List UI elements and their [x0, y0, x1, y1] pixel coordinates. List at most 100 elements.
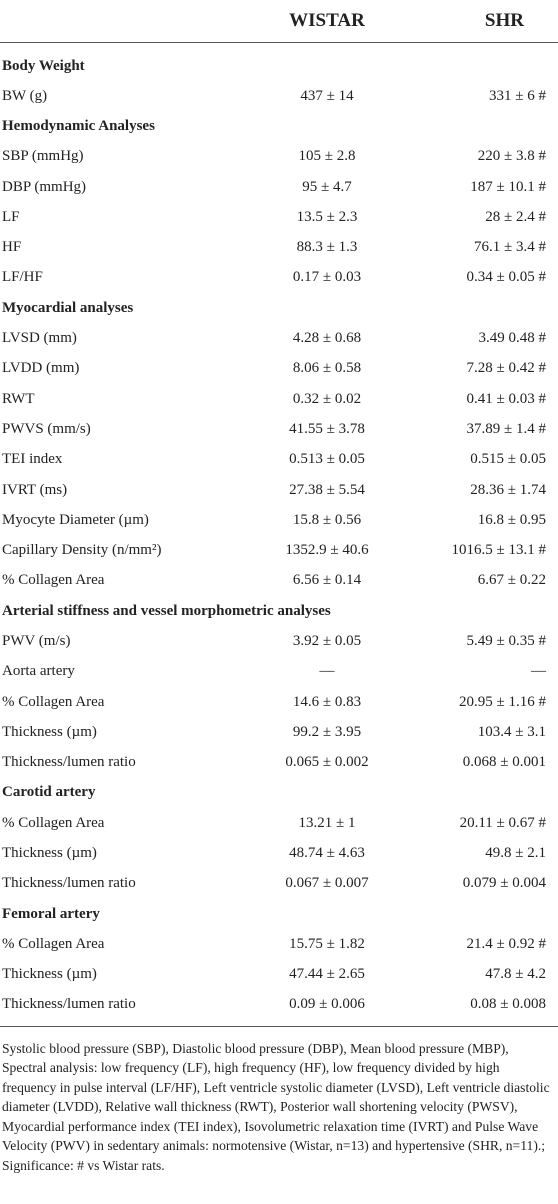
- section-header-row: Body Weight: [0, 43, 558, 82]
- shr-value: [400, 596, 558, 626]
- wistar-value: 95 ± 4.7: [302, 178, 352, 195]
- section-header-row: Femoral artery: [0, 899, 558, 929]
- wistar-value: 437 ± 14: [300, 87, 354, 104]
- wistar-value: 15.8 ± 0.56: [292, 511, 362, 528]
- shr-value: 3.49 0.48 #: [478, 330, 547, 347]
- section-title: Arterial stiffness and vessel morphometr…: [2, 602, 331, 619]
- shr-value: 20.11 ± 0.67 #: [459, 814, 546, 831]
- row-label: % Collagen Area: [2, 572, 105, 589]
- table-row: TEI index 0.513 ± 0.05 0.515 ± 0.05: [0, 445, 558, 475]
- wistar-value: —: [319, 663, 335, 680]
- row-label: LVDD (mm): [2, 360, 80, 377]
- row-label: % Collagen Area: [2, 814, 105, 831]
- shr-value: 220 ± 3.8 #: [477, 148, 546, 165]
- wistar-value: 0.32 ± 0.02: [292, 390, 362, 407]
- row-label: DBP (mmHg): [2, 178, 87, 195]
- wistar-value: [254, 778, 400, 808]
- section-title: Body Weight: [2, 57, 85, 74]
- wistar-value: 47.44 ± 2.65: [289, 966, 365, 983]
- wistar-value: 0.09 ± 0.006: [254, 989, 400, 1027]
- row-label: Thickness/lumen ratio: [2, 875, 136, 892]
- shr-value: [400, 778, 558, 808]
- table-row: % Collagen Area 13.21 ± 1 20.11 ± 0.67 #: [0, 808, 558, 838]
- table-row: DBP (mmHg) 95 ± 4.7 187 ± 10.1 #: [0, 172, 558, 202]
- wistar-value: 88.3 ± 1.3: [296, 239, 358, 256]
- shr-value: 28.36 ± 1.74: [470, 481, 546, 498]
- table-row: % Collagen Area 15.75 ± 1.82 21.4 ± 0.92 #: [0, 929, 558, 959]
- wistar-value: 13.5 ± 2.3: [296, 208, 358, 225]
- section-header-row: Hemodynamic Analyses: [0, 111, 558, 141]
- shr-value: 49.8 ± 2.1: [485, 845, 546, 862]
- shr-value: 6.67 ± 0.22: [477, 572, 546, 589]
- table-row: LVDD (mm) 8.06 ± 0.58 7.28 ± 0.42 #: [0, 354, 558, 384]
- table-row: % Collagen Area 14.6 ± 0.83 20.95 ± 1.16 #: [0, 687, 558, 717]
- shr-value: [400, 293, 558, 323]
- table-row: LVSD (mm) 4.28 ± 0.68 3.49 0.48 #: [0, 323, 558, 353]
- row-label: TEI index: [2, 451, 63, 468]
- shr-value: 0.08 ± 0.008: [400, 989, 558, 1027]
- table-row: % Collagen Area 6.56 ± 0.14 6.67 ± 0.22: [0, 566, 558, 596]
- row-label: Thickness (µm): [2, 966, 97, 983]
- table-row: RWT 0.32 ± 0.02 0.41 ± 0.03 #: [0, 384, 558, 414]
- shr-value: 331 ± 6 #: [489, 87, 546, 104]
- wistar-value: 13.21 ± 1: [298, 814, 356, 831]
- table-row: Thickness (µm) 47.44 ± 2.65 47.8 ± 4.2: [0, 960, 558, 990]
- wistar-value: 3.92 ± 0.05: [292, 632, 362, 649]
- row-label: Aorta artery: [2, 663, 75, 680]
- wistar-value: 27.38 ± 5.54: [289, 481, 365, 498]
- comparison-table: WISTAR SHR Body Weight BW (g) 437 ± 14 331 …: [0, 0, 558, 1027]
- table-row: Myocyte Diameter (µm) 15.8 ± 0.56 16.8 ± 0…: [0, 505, 558, 535]
- table-row: Thickness/lumen ratio 0.067 ± 0.007 0.079 …: [0, 869, 558, 899]
- shr-value: [400, 43, 558, 82]
- header-parameter: [0, 0, 254, 43]
- wistar-value: 14.6 ± 0.83: [292, 693, 362, 710]
- table-row: Aorta artery — —: [0, 657, 558, 687]
- row-label: % Collagen Area: [2, 693, 105, 710]
- section-title: Carotid artery: [2, 784, 96, 801]
- shr-value: 1016.5 ± 13.1 #: [451, 542, 546, 559]
- header-wistar: WISTAR: [254, 0, 400, 43]
- shr-value: —: [531, 663, 546, 680]
- table-row: Thickness (µm) 48.74 ± 4.63 49.8 ± 2.1: [0, 838, 558, 868]
- row-label: IVRT (ms): [2, 481, 68, 498]
- row-label: PWV (m/s): [2, 632, 71, 649]
- table-row: Thickness/lumen ratio 0.065 ± 0.002 0.068 …: [0, 748, 558, 778]
- table-row: PWV (m/s) 3.92 ± 0.05 5.49 ± 0.35 #: [0, 626, 558, 656]
- row-label: Thickness (µm): [2, 845, 97, 862]
- row-label: PWVS (mm/s): [2, 420, 91, 437]
- shr-value: 0.34 ± 0.05 #: [466, 269, 546, 286]
- shr-value: 0.079 ± 0.004: [462, 875, 546, 892]
- section-title: Myocardial analyses: [2, 299, 134, 316]
- wistar-value: 0.065 ± 0.002: [285, 754, 369, 771]
- section-header-row: Arterial stiffness and vessel morphometr…: [0, 596, 558, 626]
- table-footnote: Systolic blood pressure (SBP), Diastolic…: [2, 1040, 550, 1173]
- shr-value: 187 ± 10.1 #: [470, 178, 546, 195]
- wistar-value: 15.75 ± 1.82: [289, 935, 365, 952]
- wistar-value: 105 ± 2.8: [298, 148, 356, 165]
- shr-value: 7.28 ± 0.42 #: [466, 360, 546, 377]
- table-row: SBP (mmHg) 105 ± 2.8 220 ± 3.8 #: [0, 142, 558, 172]
- row-label: LF/HF: [2, 269, 43, 286]
- wistar-value: 0.17 ± 0.03: [292, 269, 362, 286]
- shr-value: 28 ± 2.4 #: [485, 208, 546, 225]
- table-row: LF 13.5 ± 2.3 28 ± 2.4 #: [0, 202, 558, 232]
- shr-value: [400, 111, 558, 141]
- shr-value: [400, 899, 558, 929]
- row-label: Thickness (µm): [2, 723, 97, 740]
- table-row: HF 88.3 ± 1.3 76.1 ± 3.4 #: [0, 232, 558, 262]
- table-row: Thickness/lumen ratio 0.09 ± 0.006 0.08 ± …: [0, 989, 558, 1027]
- shr-value: 21.4 ± 0.92 #: [466, 935, 546, 952]
- table-row: PWVS (mm/s) 41.55 ± 3.78 37.89 ± 1.4 #: [0, 414, 558, 444]
- wistar-value: 4.28 ± 0.68: [292, 330, 362, 347]
- table-row: LF/HF 0.17 ± 0.03 0.34 ± 0.05 #: [0, 263, 558, 293]
- table-row: Capillary Density (n/mm²) 1352.9 ± 40.6 10…: [0, 535, 558, 565]
- wistar-value: [254, 293, 400, 323]
- row-label: RWT: [2, 390, 35, 407]
- data-table-container: WISTAR SHR Body Weight BW (g) 437 ± 14 331 …: [0, 0, 558, 1173]
- section-header-row: Myocardial analyses: [0, 293, 558, 323]
- wistar-value: 41.55 ± 3.78: [289, 420, 365, 437]
- row-label: Myocyte Diameter (µm): [2, 511, 149, 528]
- row-label: % Collagen Area: [2, 935, 105, 952]
- shr-value: 47.8 ± 4.2: [485, 966, 546, 983]
- section-title: Hemodynamic Analyses: [2, 117, 155, 134]
